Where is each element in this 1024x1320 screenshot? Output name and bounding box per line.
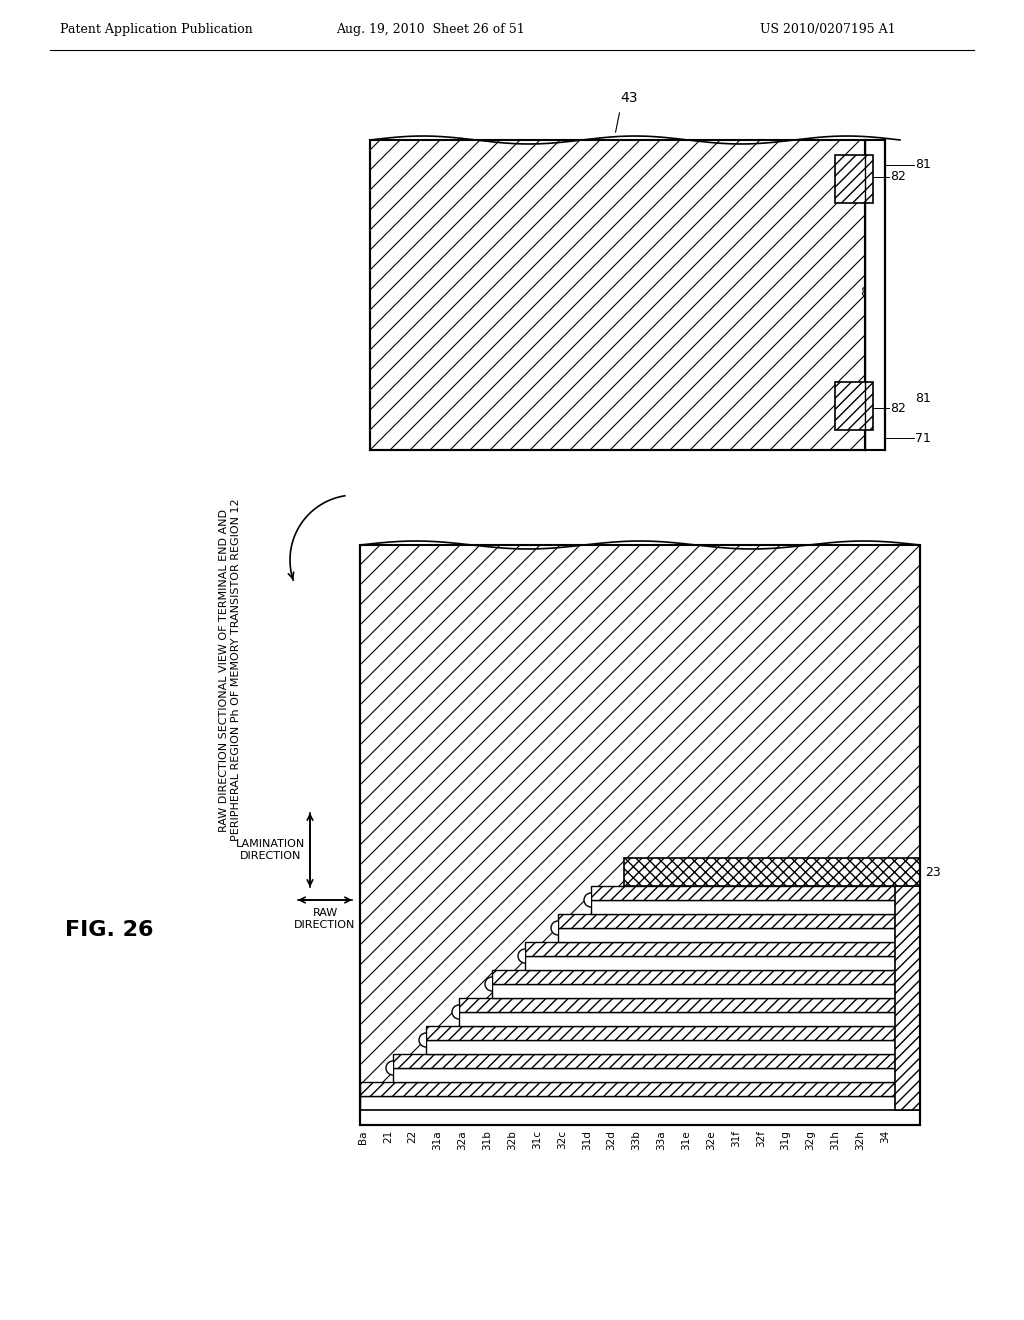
Bar [370,140,865,450]
Text: Aug. 19, 2010  Sheet 26 of 51: Aug. 19, 2010 Sheet 26 of 51 [336,24,524,37]
Text: 82: 82 [890,401,906,414]
Wedge shape [518,949,525,964]
Wedge shape [419,1034,426,1047]
Bar [835,154,873,203]
Bar [865,140,885,450]
Text: 31e: 31e [681,1130,691,1150]
Bar [459,1012,895,1026]
Text: 32h: 32h [855,1130,865,1150]
Bar [558,913,895,928]
Bar [360,1110,920,1125]
Text: 32c: 32c [557,1130,567,1148]
Text: 32a: 32a [458,1130,467,1150]
Text: Patent Application Publication: Patent Application Publication [60,24,253,37]
Wedge shape [452,1005,459,1019]
Text: 31f: 31f [731,1130,740,1147]
Text: LAMINATION
DIRECTION: LAMINATION DIRECTION [236,840,305,861]
Bar [591,900,895,913]
Text: FIG. 26: FIG. 26 [65,920,154,940]
Text: 32g: 32g [806,1130,815,1150]
Text: 22: 22 [408,1130,418,1143]
Text: 31d: 31d [582,1130,592,1150]
Bar [393,1068,895,1082]
Bar [360,1082,895,1096]
Bar [492,983,895,998]
Bar [459,998,895,1012]
Text: Ba: Ba [358,1130,368,1143]
Bar [591,886,895,900]
Bar [895,886,920,1110]
Bar [426,1026,895,1040]
Bar [624,858,920,886]
Text: 82: 82 [890,170,906,183]
Wedge shape [551,921,558,935]
Bar [426,1040,895,1053]
Bar [360,1096,895,1110]
Bar [558,928,895,942]
Text: RAW DIRECTION SECTIONAL VIEW OF TERMINAL END AND
PERIPHERAL REGION Ph OF MEMORY : RAW DIRECTION SECTIONAL VIEW OF TERMINAL… [219,499,241,841]
Wedge shape [485,977,492,991]
Bar [835,381,873,430]
Text: 31g: 31g [780,1130,791,1150]
Bar [492,970,895,983]
Text: 31a: 31a [432,1130,442,1150]
Text: 32b: 32b [507,1130,517,1150]
Text: RAW
DIRECTION: RAW DIRECTION [294,908,355,929]
Bar [525,956,895,970]
Text: 31h: 31h [830,1130,841,1150]
Text: 32e: 32e [706,1130,716,1150]
Text: 34: 34 [880,1130,890,1143]
Wedge shape [584,894,591,907]
Text: US 2010/0207195 A1: US 2010/0207195 A1 [760,24,896,37]
Text: 31c: 31c [532,1130,542,1148]
Text: 31b: 31b [482,1130,493,1150]
Text: 33a: 33a [656,1130,667,1150]
Text: 71: 71 [915,432,931,445]
Bar [525,942,895,956]
Text: 33b: 33b [632,1130,641,1150]
Text: 43: 43 [620,91,638,106]
Text: 32f: 32f [756,1130,766,1147]
Bar [360,545,920,1125]
Wedge shape [386,1061,393,1074]
Bar [370,140,865,450]
Text: 32d: 32d [606,1130,616,1150]
Bar [360,545,920,1125]
Text: 23: 23 [925,866,941,879]
Text: 81: 81 [915,392,931,405]
Bar [393,1053,895,1068]
Text: 81: 81 [915,158,931,172]
Text: 83: 83 [860,286,876,300]
Text: 21: 21 [383,1130,393,1143]
